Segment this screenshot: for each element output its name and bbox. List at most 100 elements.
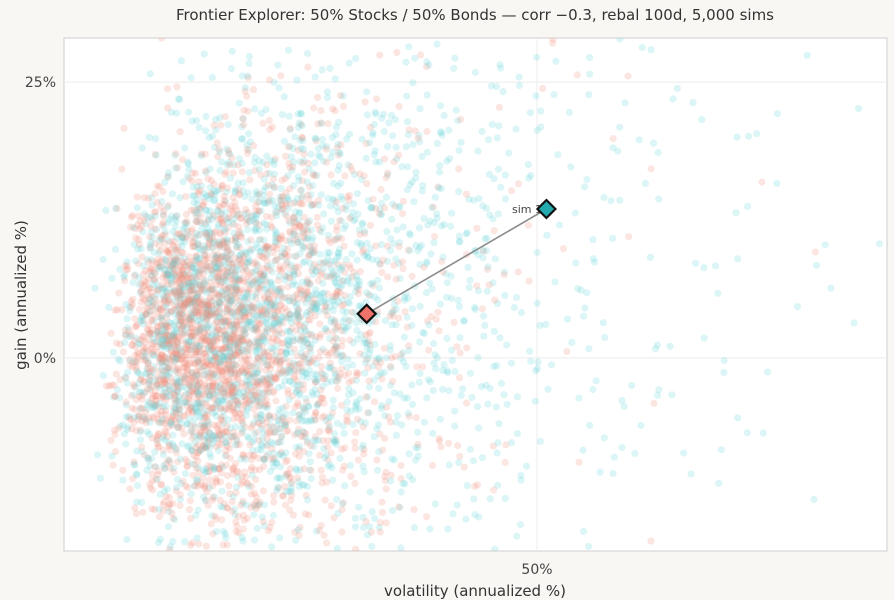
scatter-point xyxy=(195,401,203,409)
scatter-point xyxy=(494,165,503,173)
scatter-point xyxy=(440,361,448,369)
scatter-point xyxy=(374,421,383,429)
scatter-point xyxy=(316,333,324,341)
scatter-point xyxy=(426,525,434,533)
scatter-point xyxy=(568,338,576,346)
scatter-point xyxy=(445,387,453,395)
scatter-point xyxy=(242,395,250,403)
scatter-point xyxy=(277,200,285,208)
scatter-point xyxy=(173,256,181,265)
scatter-point xyxy=(362,339,370,347)
scatter-point xyxy=(227,433,235,441)
scatter-point xyxy=(235,99,243,107)
scatter-point xyxy=(203,407,211,415)
scatter-point xyxy=(200,436,208,445)
scatter-point xyxy=(305,366,313,374)
scatter-point xyxy=(491,296,499,304)
scatter-point xyxy=(154,290,162,298)
scatter-point xyxy=(262,106,270,114)
scatter-point xyxy=(364,252,372,261)
scatter-point xyxy=(311,73,319,81)
scatter-point xyxy=(185,316,194,324)
scatter-point xyxy=(473,481,482,489)
scatter-point xyxy=(423,513,431,521)
scatter-point xyxy=(133,447,141,455)
scatter-point xyxy=(400,333,408,341)
scatter-point xyxy=(115,394,124,402)
scatter-point xyxy=(387,111,396,120)
scatter-point xyxy=(543,231,551,239)
scatter-point xyxy=(163,485,171,493)
scatter-point xyxy=(179,225,187,233)
scatter-point xyxy=(442,270,450,278)
scatter-point xyxy=(359,513,367,521)
scatter-point xyxy=(147,265,155,273)
scatter-point xyxy=(414,428,422,436)
scatter-point xyxy=(352,272,360,280)
scatter-point xyxy=(94,451,102,459)
scatter-point xyxy=(167,347,175,355)
scatter-point xyxy=(773,179,781,187)
scatter-point xyxy=(406,247,414,255)
scatter-point xyxy=(302,491,310,499)
scatter-point xyxy=(199,345,208,353)
scatter-point xyxy=(150,294,158,302)
scatter-point xyxy=(217,502,225,510)
scatter-point xyxy=(240,307,248,315)
scatter-point xyxy=(431,193,439,201)
scatter-point xyxy=(171,222,179,230)
scatter-point xyxy=(340,429,348,437)
scatter-point xyxy=(267,302,275,310)
scatter-point xyxy=(416,138,424,146)
scatter-point xyxy=(181,144,189,152)
scatter-point xyxy=(363,531,371,539)
scatter-point xyxy=(353,371,361,379)
scatter-point xyxy=(435,168,444,176)
scatter-point xyxy=(245,483,253,491)
scatter-point xyxy=(259,281,267,289)
scatter-point xyxy=(131,224,139,233)
scatter-point xyxy=(273,474,281,483)
scatter-point xyxy=(229,383,237,391)
scatter-point xyxy=(252,187,260,196)
scatter-point xyxy=(187,324,196,333)
scatter-point xyxy=(375,384,383,392)
scatter-point xyxy=(353,335,362,343)
scatter-point xyxy=(365,383,374,391)
scatter-point xyxy=(395,243,403,251)
scatter-point xyxy=(317,107,325,115)
scatter-point xyxy=(398,163,406,171)
scatter-point xyxy=(339,422,347,430)
scatter-point xyxy=(480,332,488,340)
scatter-point xyxy=(305,511,313,519)
scatter-point xyxy=(298,134,306,142)
scatter-point xyxy=(148,288,156,297)
scatter-point xyxy=(124,368,132,376)
scatter-point xyxy=(277,357,285,366)
scatter-point xyxy=(192,302,200,310)
scatter-point xyxy=(491,545,499,551)
scatter-point xyxy=(334,166,342,174)
scatter-point xyxy=(307,226,316,234)
scatter-point xyxy=(734,255,742,263)
scatter-point xyxy=(169,514,177,523)
scatter-point xyxy=(277,72,285,80)
scatter-point xyxy=(226,327,234,335)
scatter-point xyxy=(404,409,412,417)
scatter-point xyxy=(827,284,835,292)
scatter-point xyxy=(401,480,409,488)
scatter-point xyxy=(194,358,202,366)
scatter-point xyxy=(589,385,597,394)
scatter-point xyxy=(96,474,104,482)
scatter-point xyxy=(143,428,151,436)
scatter-point xyxy=(338,263,346,271)
scatter-point xyxy=(439,385,447,393)
scatter-point xyxy=(183,462,191,470)
scatter-point xyxy=(292,292,300,300)
scatter-point xyxy=(466,369,475,377)
scatter-point xyxy=(176,95,184,103)
scatter-point xyxy=(222,300,230,308)
scatter-point xyxy=(342,324,350,332)
scatter-point xyxy=(228,47,236,55)
scatter-point xyxy=(351,479,359,487)
